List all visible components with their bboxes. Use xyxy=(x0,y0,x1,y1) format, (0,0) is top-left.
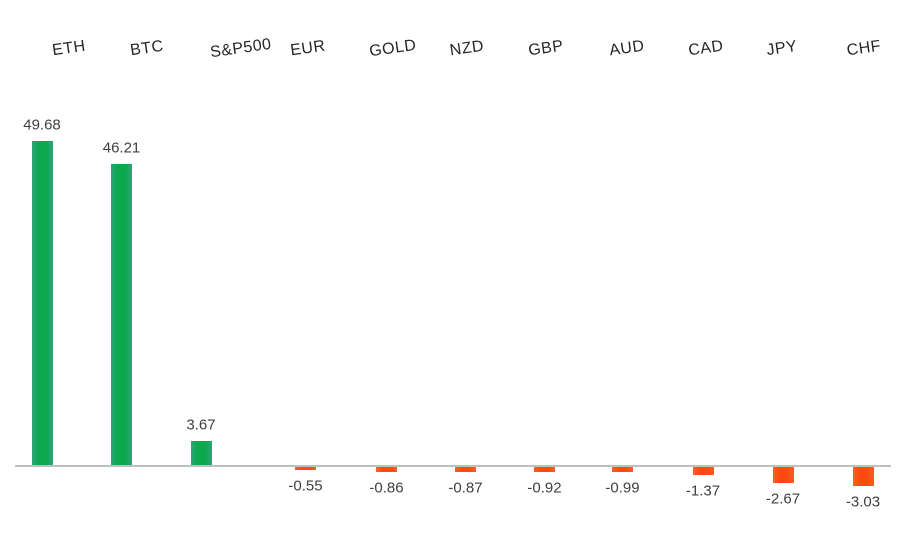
value-label-aud: -0.99 xyxy=(605,479,640,497)
bar-gbp xyxy=(534,466,555,472)
category-label-jpy: JPY xyxy=(765,37,799,60)
category-label-nzd: NZD xyxy=(448,37,486,60)
category-label-sp500: S&P500 xyxy=(209,35,273,62)
bar-chf xyxy=(852,466,874,486)
category-label-eur: EUR xyxy=(289,37,327,60)
value-label-gbp: -0.92 xyxy=(527,479,562,497)
value-label-gold: -0.86 xyxy=(369,479,404,497)
bar-nzd xyxy=(455,466,476,472)
category-label-aud: AUD xyxy=(608,37,646,60)
value-label-jpy: -2.67 xyxy=(765,490,801,508)
value-label-eur: -0.55 xyxy=(288,477,323,495)
bar-jpy xyxy=(772,466,794,484)
zero-axis-line xyxy=(15,465,891,467)
value-label-btc: 46.21 xyxy=(102,139,141,157)
value-label-sp500: 3.67 xyxy=(186,416,216,434)
bar-eth xyxy=(31,141,53,465)
category-label-eth: ETH xyxy=(51,37,87,60)
value-label-cad: -1.37 xyxy=(685,482,721,500)
bar-cad xyxy=(692,466,714,475)
bar-eur xyxy=(295,466,316,470)
category-label-btc: BTC xyxy=(129,37,165,60)
bar-gold xyxy=(376,466,397,472)
value-label-chf: -3.03 xyxy=(845,493,881,511)
bar-sp500 xyxy=(190,441,212,465)
bar-btc xyxy=(111,163,132,465)
value-label-nzd: -0.87 xyxy=(448,479,483,497)
bar-aud xyxy=(612,466,633,473)
category-label-gold: GOLD xyxy=(368,36,418,61)
value-label-eth: 49.68 xyxy=(23,116,61,134)
category-label-chf: CHF xyxy=(845,37,883,60)
category-label-cad: CAD xyxy=(687,37,725,60)
category-label-gbp: GBP xyxy=(527,37,565,60)
